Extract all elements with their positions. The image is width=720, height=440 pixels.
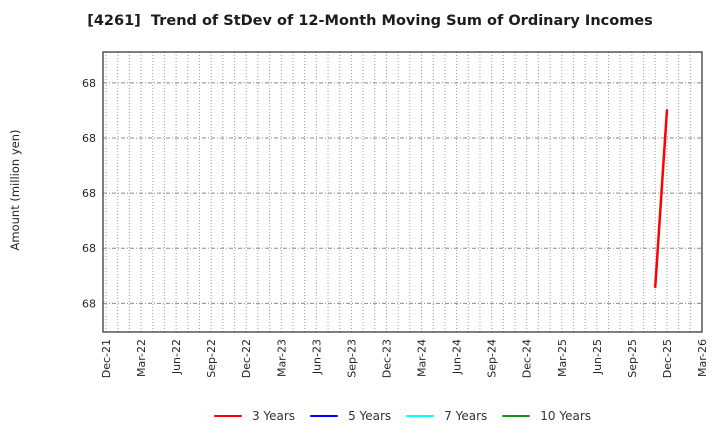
chart-title: [4261] Trend of StDev of 12-Month Moving… <box>87 13 653 29</box>
legend-label: 5 Years <box>348 409 392 423</box>
x-tick-label: Mar-26 <box>696 339 709 377</box>
x-tick-label: Jun-25 <box>591 339 604 375</box>
x-tick-label: Jun-22 <box>170 339 183 375</box>
x-tick-label: Sep-25 <box>626 339 639 378</box>
x-tick-label: Sep-22 <box>205 339 218 378</box>
legend-item-3-years: 3 Years <box>213 409 296 423</box>
y-tick-label: 68 <box>82 77 96 90</box>
y-tick-label: 68 <box>82 297 96 310</box>
legend-label: 3 Years <box>251 409 296 423</box>
legend-line-swatch <box>213 414 242 418</box>
x-tick-label: Dec-23 <box>380 339 393 378</box>
legend-label: 7 Years <box>444 409 488 423</box>
x-tick-label: Dec-22 <box>240 339 253 378</box>
x-tick-label: Mar-23 <box>275 339 288 377</box>
x-tick-label: Dec-24 <box>521 339 534 378</box>
plot-area: 68 68 68 68 68 Dec-21 Mar-22 Jun-22 Sep-22 Dec-22… <box>82 51 709 378</box>
y-tick-label: 68 <box>82 242 96 255</box>
x-tick-label: Jun-24 <box>451 339 464 375</box>
legend-item-5-years: 5 Years <box>310 409 391 423</box>
x-tick-label: Mar-25 <box>556 339 569 377</box>
x-tick-label: Dec-21 <box>100 339 113 378</box>
legend-label: 10 Years <box>540 409 592 423</box>
legend-line-swatch <box>310 414 339 418</box>
y-tick-label: 68 <box>82 187 96 200</box>
x-tick-label: Mar-24 <box>416 339 429 377</box>
x-tick-label: Sep-24 <box>486 339 499 378</box>
x-tick-label: Jun-23 <box>310 339 323 375</box>
y-tick-label: 68 <box>82 132 96 145</box>
x-tick-label: Dec-25 <box>661 339 674 378</box>
legend-line-swatch <box>502 414 531 418</box>
legend: 3 Years 5 Years 7 Years 10 Years <box>103 405 702 427</box>
x-tick-label: Sep-23 <box>345 339 358 378</box>
legend-item-7-years: 7 Years <box>406 409 487 423</box>
x-tick-label: Mar-22 <box>135 339 148 377</box>
plot-border <box>102 51 703 333</box>
legend-line-swatch <box>406 414 435 418</box>
series-line-3-years <box>654 109 669 289</box>
legend-item-10-years: 10 Years <box>502 409 591 423</box>
